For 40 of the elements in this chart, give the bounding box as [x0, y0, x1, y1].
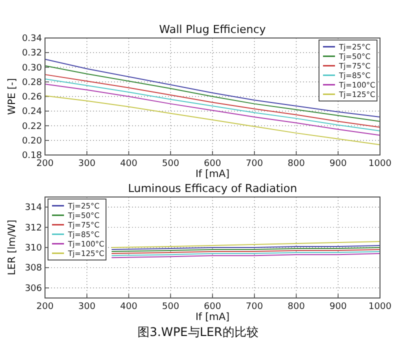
x-tick-label: 800	[288, 159, 306, 169]
line-series	[44, 84, 380, 136]
y-tick-label: 0.34	[22, 34, 42, 44]
x-axis-title: If [mA]	[195, 312, 230, 323]
x-tick-label: 700	[246, 302, 264, 312]
y-tick-label: 0.24	[22, 107, 42, 118]
x-tick-label: 1000	[368, 159, 392, 169]
x-tick-label: 400	[120, 302, 138, 312]
x-tick-label: 700	[246, 159, 264, 169]
x-tick-label: 300	[78, 159, 96, 169]
y-tick-label: 0.32	[22, 48, 42, 59]
x-axis-title: If [mA]	[195, 169, 230, 180]
y-tick-label: 310	[24, 244, 42, 254]
x-tick-label: 1000	[368, 302, 392, 312]
y-tick-label: 312	[24, 223, 42, 234]
chart-title: Luminous Efficacy of Radiation	[128, 182, 298, 195]
x-tick-label: 400	[120, 159, 138, 169]
y-tick-label: 308	[24, 264, 42, 274]
x-tick-label: 900	[330, 302, 347, 312]
y-tick-label: 314	[24, 203, 42, 214]
y-axis-title: WPE [-]	[7, 78, 18, 115]
x-tick-label: 300	[78, 302, 96, 312]
y-tick-label: 306	[24, 284, 42, 294]
x-tick-label: 200	[36, 302, 54, 312]
y-tick-label: 0.30	[22, 63, 42, 74]
x-tick-label: 600	[204, 302, 222, 312]
y-axis-title: LER [lm/W]	[7, 220, 18, 276]
line-series	[112, 240, 380, 248]
x-tick-label: 800	[288, 302, 306, 312]
caption: 图3.WPE与LER的比较	[138, 325, 258, 339]
y-tick-label: 0.20	[22, 136, 42, 146]
x-tick-label: 500	[162, 302, 180, 312]
x-tick-label: 600	[204, 159, 222, 169]
x-tick-label: 200	[36, 159, 54, 169]
x-tick-label: 500	[162, 159, 180, 169]
y-tick-label: 0.28	[22, 78, 42, 88]
x-tick-label: 900	[330, 159, 347, 169]
y-tick-label: 0.22	[22, 122, 42, 132]
chart-title: Wall Plug Efficiency	[159, 23, 266, 36]
y-tick-label: 0.26	[22, 92, 42, 102]
